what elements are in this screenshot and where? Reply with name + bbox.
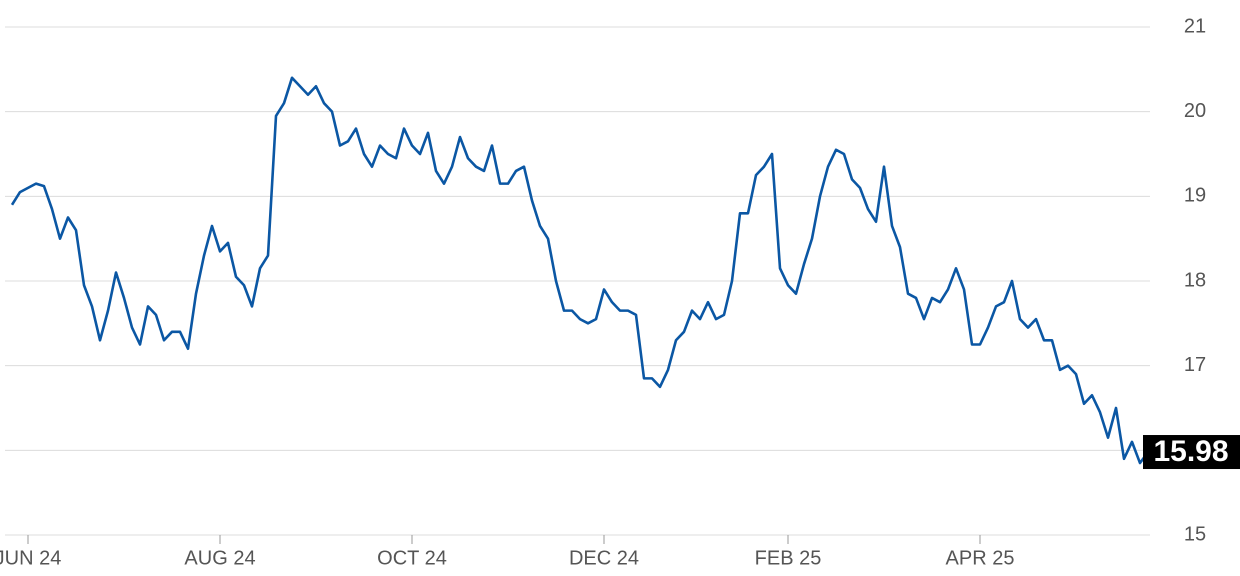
last-value-box — [1143, 435, 1240, 470]
x-tick-label: AUG 24 — [184, 547, 255, 569]
y-tick-label: 15 — [1184, 523, 1206, 545]
price-line — [10, 76, 1150, 465]
x-tick-label: OCT 24 — [377, 547, 447, 569]
x-tick-label: DEC 24 — [569, 547, 639, 569]
y-tick-label: 19 — [1184, 185, 1206, 207]
y-tick-label: 18 — [1184, 269, 1206, 291]
y-tick-label: 20 — [1184, 100, 1206, 122]
y-tick-label: 17 — [1184, 354, 1206, 376]
x-tick-label: APR 25 — [946, 547, 1015, 569]
x-tick-label: JUN 24 — [0, 547, 61, 569]
y-tick-label: 21 — [1184, 15, 1206, 37]
last-value-label: 15.98 — [1153, 435, 1228, 468]
x-tick-label: FEB 25 — [755, 547, 822, 569]
